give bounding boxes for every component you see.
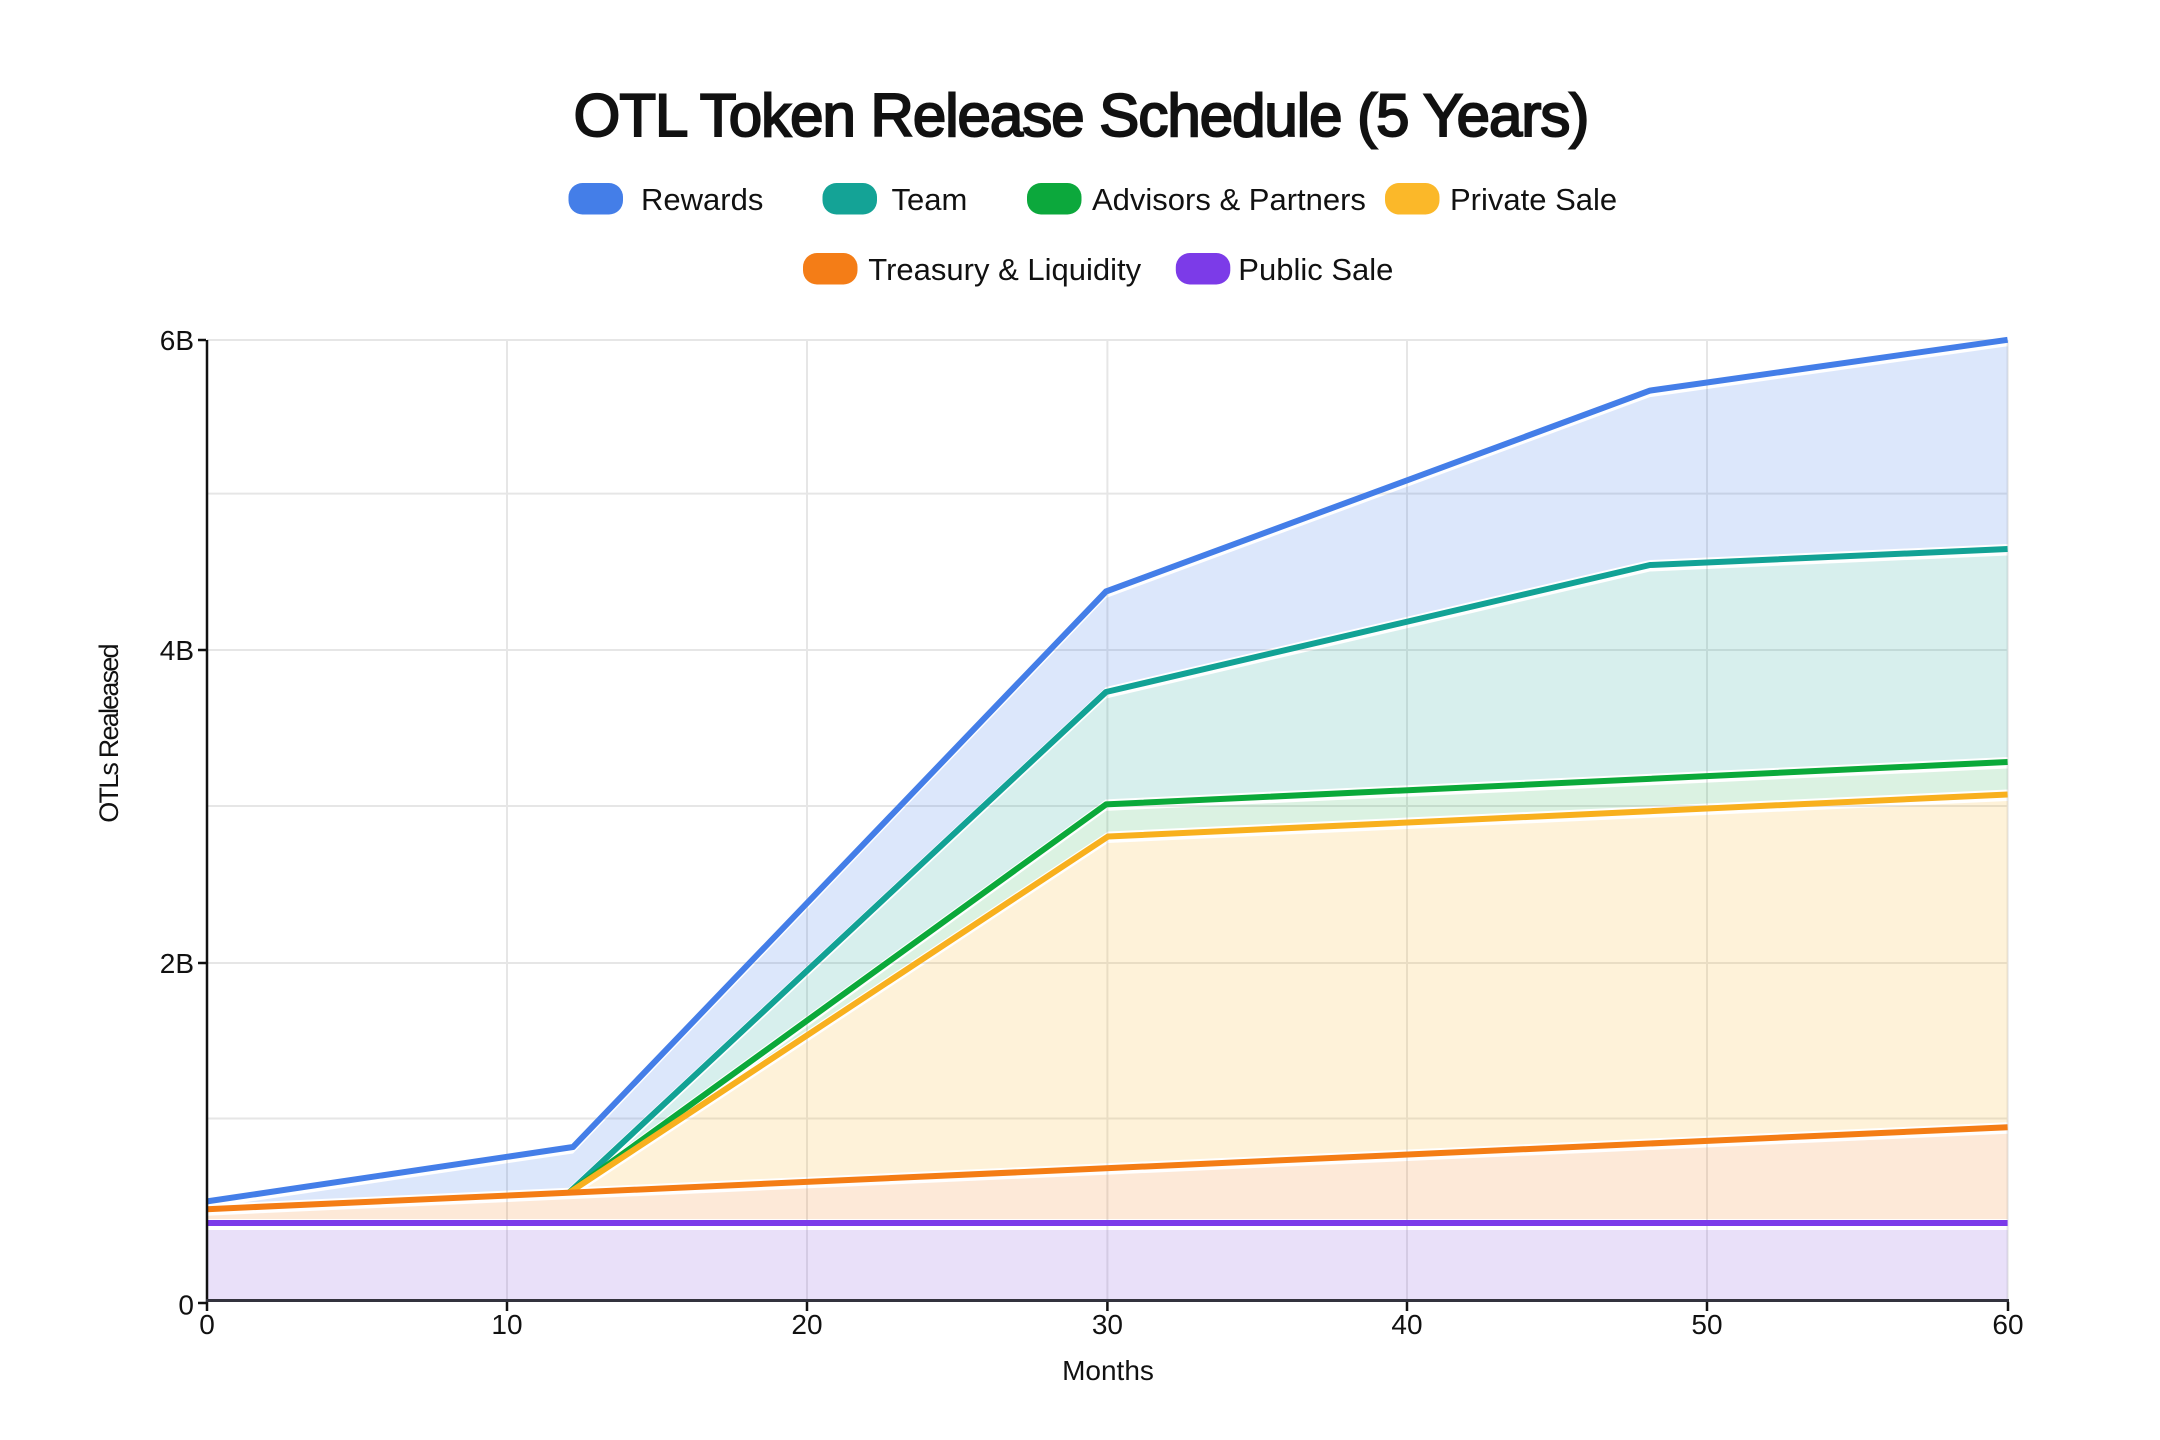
svg-text:6B: 6B bbox=[160, 325, 194, 356]
svg-text:10: 10 bbox=[491, 1309, 522, 1340]
svg-text:50: 50 bbox=[1691, 1309, 1722, 1340]
svg-text:2B: 2B bbox=[160, 948, 194, 979]
svg-text:Treasury & Liquidity: Treasury & Liquidity bbox=[868, 252, 1141, 287]
svg-text:OTL Token Release Schedule (5: OTL Token Release Schedule (5 Years) bbox=[574, 82, 1589, 149]
svg-text:0: 0 bbox=[178, 1290, 194, 1321]
svg-text:4B: 4B bbox=[160, 635, 194, 666]
svg-text:20: 20 bbox=[791, 1309, 822, 1340]
svg-text:40: 40 bbox=[1391, 1309, 1422, 1340]
svg-text:0: 0 bbox=[199, 1309, 215, 1340]
svg-text:Private Sale: Private Sale bbox=[1450, 182, 1617, 217]
svg-text:Rewards: Rewards bbox=[641, 182, 763, 217]
svg-text:60: 60 bbox=[1992, 1309, 2023, 1340]
svg-text:Months: Months bbox=[1062, 1355, 1154, 1386]
svg-text:30: 30 bbox=[1092, 1309, 1123, 1340]
svg-text:Advisors & Partners: Advisors & Partners bbox=[1092, 182, 1366, 217]
svg-text:Public Sale: Public Sale bbox=[1238, 252, 1393, 287]
svg-text:Team: Team bbox=[892, 182, 968, 217]
svg-text:OTLs Realeased: OTLs Realeased bbox=[94, 645, 124, 823]
